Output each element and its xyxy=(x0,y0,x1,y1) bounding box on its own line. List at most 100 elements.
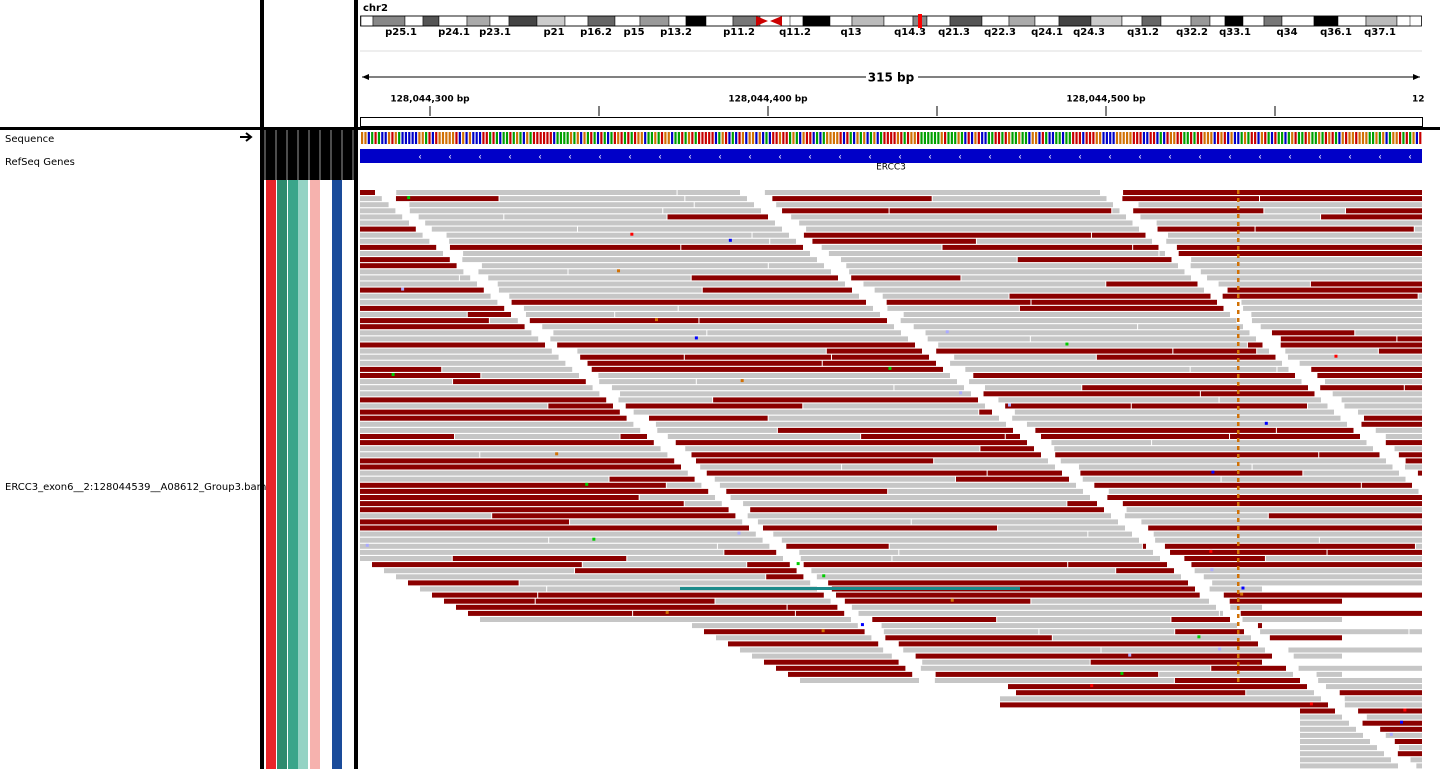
band-label: p16.2 xyxy=(580,27,612,38)
read xyxy=(976,238,1152,244)
base xyxy=(691,132,694,144)
base xyxy=(526,132,529,144)
read xyxy=(1005,434,1020,439)
band-label: q34 xyxy=(1276,27,1297,38)
read xyxy=(764,659,899,665)
base xyxy=(869,132,873,144)
centromere xyxy=(756,16,782,26)
read xyxy=(577,348,826,354)
read xyxy=(935,671,1159,677)
read xyxy=(529,318,699,324)
read xyxy=(713,397,978,403)
base xyxy=(1345,132,1348,144)
base xyxy=(1318,132,1321,144)
base xyxy=(812,132,815,144)
read xyxy=(360,452,480,458)
read xyxy=(459,275,471,281)
read xyxy=(888,488,1083,494)
read xyxy=(667,214,768,220)
read xyxy=(677,190,740,195)
read xyxy=(781,537,1139,543)
read xyxy=(1405,464,1422,470)
base xyxy=(421,132,424,144)
read xyxy=(1229,598,1342,604)
band-label: q37.1 xyxy=(1364,27,1396,38)
base xyxy=(468,132,472,144)
read xyxy=(1030,336,1256,342)
base xyxy=(374,132,377,144)
base xyxy=(667,132,670,144)
base xyxy=(1250,132,1253,144)
strand-chevron: ‹ xyxy=(808,153,812,163)
mismatch xyxy=(740,379,744,383)
base xyxy=(529,132,532,144)
read xyxy=(1344,702,1422,708)
base xyxy=(937,132,940,144)
base xyxy=(738,132,741,144)
read xyxy=(874,287,1204,293)
mismatch xyxy=(617,269,621,273)
base xyxy=(1176,132,1179,144)
base xyxy=(590,132,593,144)
read xyxy=(468,610,633,616)
read xyxy=(360,379,453,385)
read xyxy=(519,580,811,586)
mismatch xyxy=(728,238,732,242)
read xyxy=(620,391,971,397)
track-name: ERCC3_exon6__2:128044539__A08612_Group3.… xyxy=(5,482,266,493)
read xyxy=(752,653,892,659)
read xyxy=(1355,330,1422,336)
read xyxy=(1287,354,1422,360)
read xyxy=(1039,629,1175,635)
base xyxy=(654,132,657,144)
read xyxy=(887,305,1019,311)
base xyxy=(394,132,397,144)
read xyxy=(889,543,1142,549)
base xyxy=(1260,132,1263,144)
read xyxy=(1200,269,1422,275)
read xyxy=(719,482,1076,488)
base xyxy=(900,132,903,144)
ruler-box xyxy=(360,117,1423,127)
ideogram-band xyxy=(466,15,491,27)
base xyxy=(1415,132,1419,144)
strand-chevron: ‹ xyxy=(718,153,722,163)
band-label: q33.1 xyxy=(1219,27,1251,38)
base xyxy=(451,132,455,144)
base xyxy=(1132,132,1135,144)
base xyxy=(1169,132,1172,144)
read xyxy=(1230,604,1262,610)
base xyxy=(391,132,394,144)
base xyxy=(792,132,795,144)
ideogram-band xyxy=(981,15,1010,27)
read xyxy=(861,434,1005,439)
base xyxy=(741,132,745,144)
read xyxy=(691,275,838,281)
read xyxy=(803,232,1091,238)
read xyxy=(1142,543,1146,549)
base xyxy=(991,132,994,144)
base xyxy=(751,132,755,144)
base xyxy=(1163,132,1166,144)
read xyxy=(894,385,964,391)
base xyxy=(1065,132,1068,144)
read xyxy=(1363,415,1422,421)
read xyxy=(360,537,549,543)
read xyxy=(1000,696,1321,702)
read xyxy=(360,318,489,324)
base xyxy=(748,132,751,144)
read xyxy=(1141,519,1422,525)
base xyxy=(617,132,620,144)
mismatch-column xyxy=(1237,526,1240,530)
read xyxy=(1227,287,1422,293)
read xyxy=(1157,226,1255,232)
read xyxy=(582,562,747,568)
strand-chevron: ‹ xyxy=(778,153,782,163)
base xyxy=(495,132,498,144)
strand-arrow[interactable] xyxy=(240,132,253,142)
base xyxy=(438,132,441,144)
strand-chevron: ‹ xyxy=(448,153,452,163)
base xyxy=(445,132,448,144)
base xyxy=(1024,132,1028,144)
gene-body[interactable] xyxy=(360,149,1422,163)
